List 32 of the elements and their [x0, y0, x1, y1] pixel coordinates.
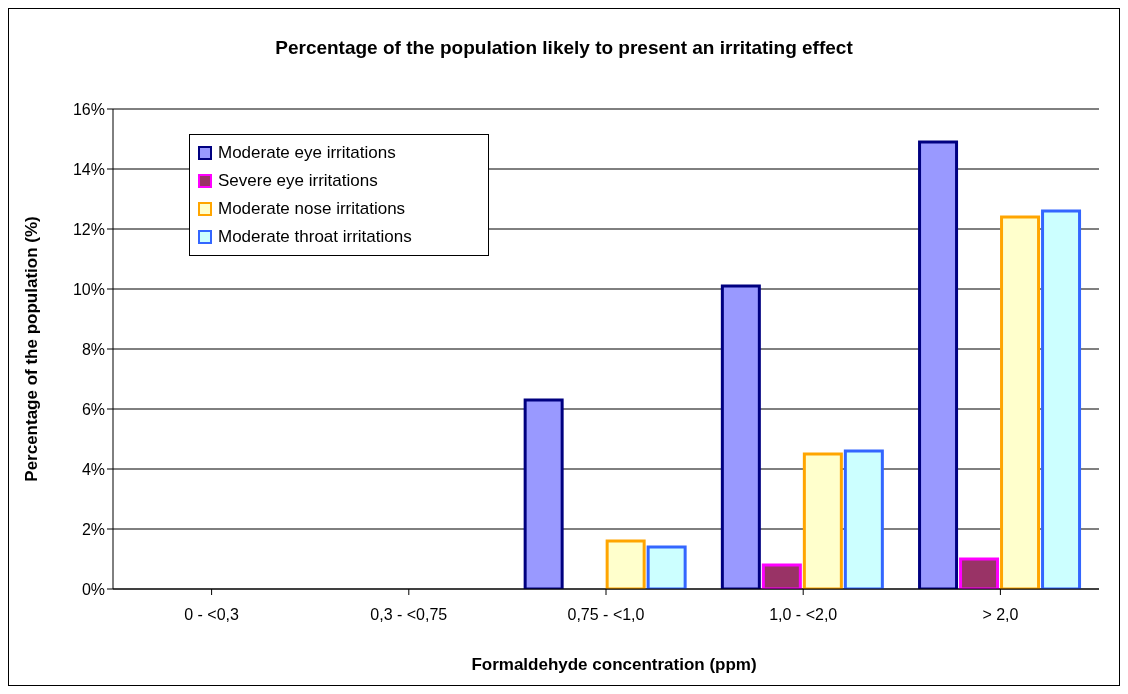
bar — [843, 449, 884, 589]
legend-label: Moderate nose irritations — [218, 198, 406, 220]
y-tick-label: 2% — [81, 520, 105, 538]
legend-label: Severe eye irritations — [218, 170, 378, 192]
x-axis-title: Formaldehyde concentration (ppm) — [470, 655, 758, 675]
legend-label: Moderate eye irritations — [218, 142, 396, 164]
bar — [523, 398, 564, 589]
x-tick-label: 0 - <0,3 — [184, 606, 240, 624]
y-tick-label: 10% — [72, 280, 105, 298]
y-tick-label: 16% — [72, 100, 105, 118]
y-tick-label: 4% — [81, 460, 105, 478]
legend-label: Moderate throat irritations — [218, 226, 412, 248]
y-tick-label: 12% — [72, 220, 105, 238]
bar — [646, 545, 687, 589]
bar — [802, 452, 843, 589]
y-tick-label: 6% — [81, 400, 105, 418]
bar — [1041, 209, 1082, 589]
bar — [1000, 215, 1041, 589]
y-tick-label: 14% — [72, 160, 105, 178]
x-tick-label: > 2,0 — [982, 606, 1019, 624]
bar — [959, 557, 1000, 589]
bar — [720, 284, 761, 589]
x-tick-label: 1,0 - <2,0 — [769, 606, 838, 624]
bar — [761, 563, 802, 589]
x-tick-label: 0,75 - <1,0 — [567, 606, 645, 624]
y-axis-title: Percentage of the population (%) — [22, 216, 42, 482]
y-tick-label: 0% — [81, 580, 105, 598]
bar — [605, 539, 646, 589]
chart-title: Percentage of the population likely to present an irritating effect — [274, 37, 854, 59]
bar — [918, 140, 959, 589]
x-tick-label: 0,3 - <0,75 — [370, 606, 448, 624]
y-tick-label: 8% — [81, 340, 105, 358]
